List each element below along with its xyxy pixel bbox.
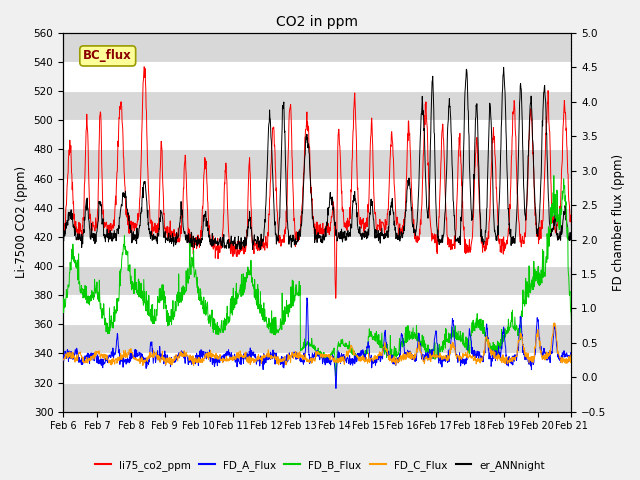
Bar bbox=[63, 149, 572, 179]
Text: BC_flux: BC_flux bbox=[83, 49, 132, 62]
Bar bbox=[63, 62, 572, 91]
Y-axis label: Li-7500 CO2 (ppm): Li-7500 CO2 (ppm) bbox=[15, 166, 28, 278]
Bar bbox=[63, 120, 572, 149]
Bar bbox=[63, 266, 572, 295]
Legend: li75_co2_ppm, FD_A_Flux, FD_B_Flux, FD_C_Flux, er_ANNnight: li75_co2_ppm, FD_A_Flux, FD_B_Flux, FD_C… bbox=[91, 456, 549, 475]
Bar bbox=[63, 237, 572, 266]
Bar bbox=[63, 179, 572, 208]
Y-axis label: FD chamber flux (ppm): FD chamber flux (ppm) bbox=[612, 154, 625, 291]
Bar bbox=[63, 324, 572, 353]
Bar bbox=[63, 91, 572, 120]
Bar bbox=[63, 353, 572, 383]
Bar bbox=[63, 33, 572, 62]
Title: CO2 in ppm: CO2 in ppm bbox=[276, 15, 358, 29]
Bar bbox=[63, 383, 572, 412]
Bar bbox=[63, 208, 572, 237]
Bar bbox=[63, 295, 572, 324]
